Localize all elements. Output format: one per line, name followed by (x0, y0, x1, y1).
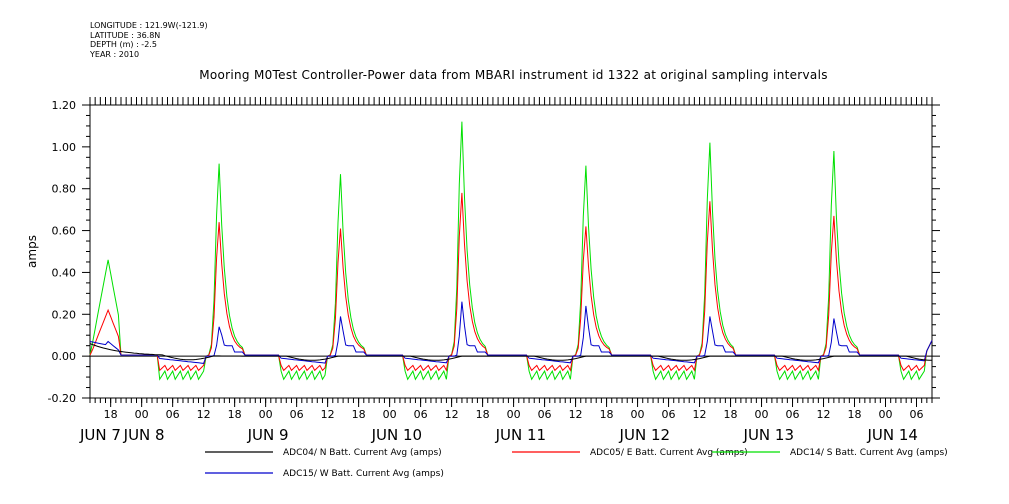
day-label: JUN 9 (247, 426, 289, 444)
y-axis-label: amps (25, 235, 39, 268)
x-tick-label: 18 (848, 408, 862, 421)
x-tick-label: 06 (910, 408, 924, 421)
x-tick-label: 12 (817, 408, 831, 421)
x-tick-label: 18 (228, 408, 242, 421)
x-tick-label: 18 (352, 408, 366, 421)
x-tick-label: 06 (414, 408, 428, 421)
y-tick-label: 0.00 (52, 350, 77, 363)
x-tick-label: 00 (383, 408, 397, 421)
x-tick-label: 12 (321, 408, 335, 421)
latitude-text: LATITUDE : 36.8N (90, 30, 161, 40)
y-tick-label: -0.20 (48, 392, 76, 405)
day-label: JUN 7 (79, 426, 121, 444)
x-tick-label: 12 (197, 408, 211, 421)
x-tick-label: 06 (166, 408, 180, 421)
day-label: JUN 10 (371, 426, 422, 444)
x-tick-label: 12 (693, 408, 707, 421)
chart-title: Mooring M0Test Controller-Power data fro… (199, 68, 828, 82)
x-tick-label: 18 (476, 408, 490, 421)
x-tick-label: 18 (600, 408, 614, 421)
series-line-n (89, 343, 932, 361)
x-tick-label: 06 (786, 408, 800, 421)
legend-label: ADC15/ W Batt. Current Avg (amps) (283, 469, 444, 479)
x-tick-label: 00 (755, 408, 769, 421)
depth-text: DEPTH (m) : -2.5 (90, 40, 157, 49)
year-text: YEAR : 2010 (90, 49, 140, 59)
metadata-block: LONGITUDE : 121.9W(-121.9) LATITUDE : 36… (90, 21, 208, 59)
x-tick-label: 00 (507, 408, 521, 421)
day-label: JUN 13 (743, 426, 794, 444)
y-tick-label: 0.20 (52, 308, 77, 321)
x-tick-label: 00 (259, 408, 273, 421)
day-label: JUN 11 (495, 426, 546, 444)
y-tick-label: 1.20 (52, 99, 77, 112)
series-line-s (89, 121, 933, 381)
plot-frame (89, 104, 933, 399)
x-tick-label: 00 (135, 408, 149, 421)
y-tick-label: 0.40 (52, 266, 77, 279)
day-label: JUN 8 (123, 426, 165, 444)
x-tick-label: 06 (290, 408, 304, 421)
day-label: JUN 12 (619, 426, 670, 444)
y-tick-label: 0.60 (52, 225, 77, 238)
y-tick-label: 0.80 (52, 183, 77, 196)
x-tick-label: 12 (445, 408, 459, 421)
series-line-w (89, 301, 933, 364)
longitude-text: LONGITUDE : 121.9W(-121.9) (90, 21, 208, 30)
x-tick-label: 00 (631, 408, 645, 421)
legend-label: ADC04/ N Batt. Current Avg (amps) (283, 448, 442, 458)
x-tick-label: 06 (538, 408, 552, 421)
y-tick-label: 1.00 (52, 141, 77, 154)
x-tick-label: 18 (724, 408, 738, 421)
day-label: JUN 14 (867, 426, 918, 444)
x-tick-label: 18 (104, 408, 118, 421)
x-tick-label: 12 (569, 408, 583, 421)
x-tick-label: 06 (662, 408, 676, 421)
x-tick-label: 00 (879, 408, 893, 421)
legend-label: ADC14/ S Batt. Current Avg (amps) (790, 448, 948, 458)
legend-label: ADC05/ E Batt. Current Avg (amps) (590, 448, 748, 458)
